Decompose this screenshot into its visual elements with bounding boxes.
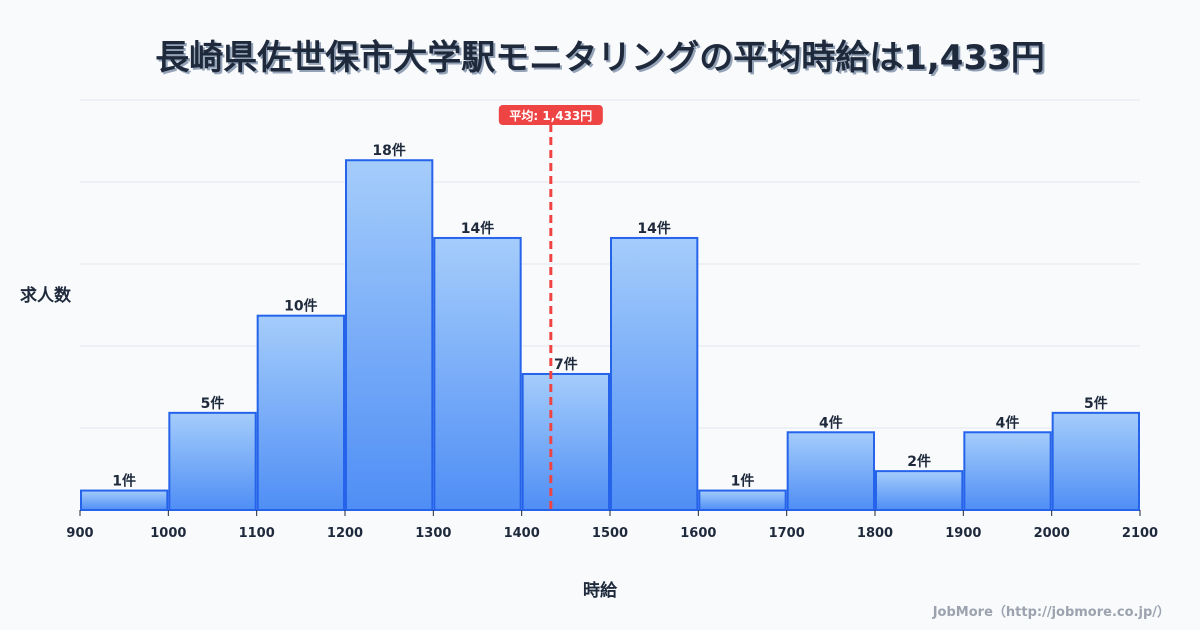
histogram-bar	[80, 489, 169, 512]
average-marker: 平均: 1,433円	[498, 105, 603, 510]
bars: 1件 5件 10件 18件 14件 7件 14件 1件 4件 2件 4件 5件	[80, 142, 1140, 512]
x-tick-label: 1900	[945, 526, 981, 541]
x-axis: 900 1000 1100 1200 1300 1400 1500 1600 1700 1800 1…	[66, 510, 1158, 541]
histogram-bar	[875, 470, 964, 512]
chart-title: 長崎県佐世保市大学駅モニタリングの平均時給は1,433円	[155, 38, 1045, 78]
y-axis-label: 求人数	[20, 286, 71, 306]
x-tick-label: 1100	[239, 526, 275, 541]
bar-value-label: 14件	[637, 220, 670, 237]
histogram-bar	[256, 314, 345, 511]
x-tick-label: 1300	[415, 526, 451, 541]
average-badge-label: 平均: 1,433円	[509, 108, 592, 123]
x-tick-label: 1600	[680, 526, 716, 541]
x-tick-label: 1000	[150, 526, 186, 541]
x-axis-label: 時給	[583, 581, 617, 601]
histogram-bar	[521, 372, 611, 511]
histogram-bar	[963, 431, 1052, 511]
histogram-bar	[1051, 411, 1140, 511]
bar-value-label: 2件	[907, 453, 931, 470]
bar-value-label: 4件	[819, 414, 843, 431]
bar-value-label: 1件	[731, 473, 755, 490]
x-tick-label: 2100	[1122, 526, 1158, 541]
bar-value-label: 4件	[996, 414, 1020, 431]
x-tick-label: 1500	[592, 526, 628, 541]
bar-value-label: 1件	[112, 473, 136, 490]
histogram-bar	[345, 159, 434, 511]
average-badge	[498, 105, 603, 125]
histogram-bar	[786, 431, 876, 511]
bar-value-label: 10件	[284, 298, 317, 315]
histogram-bar	[168, 411, 257, 511]
histogram-bar	[698, 489, 787, 512]
histogram-bar	[433, 236, 522, 511]
x-tick-label: 1800	[857, 526, 893, 541]
bar-value-label: 14件	[461, 220, 494, 237]
bar-value-label: 5件	[1084, 395, 1108, 412]
bar-value-label: 18件	[372, 142, 405, 159]
x-tick-label: 1700	[769, 526, 805, 541]
x-tick-label: 900	[66, 526, 93, 541]
x-tick-label: 1400	[504, 526, 540, 541]
footer-credit: JobMore（http://jobmore.co.jp/）	[932, 605, 1170, 620]
bar-value-label: 5件	[201, 395, 225, 412]
bar-value-label: 7件	[554, 356, 578, 373]
x-tick-label: 1200	[327, 526, 363, 541]
x-tick-label: 2000	[1034, 526, 1070, 541]
histogram-bar	[610, 236, 699, 511]
